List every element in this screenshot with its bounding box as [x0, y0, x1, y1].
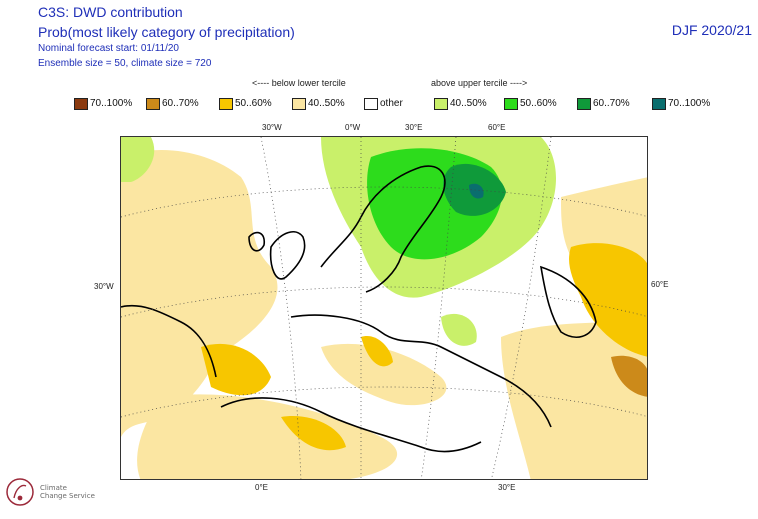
- legend-swatch: [219, 98, 233, 110]
- dry-sahara-mid: [281, 416, 346, 451]
- legend-swatch: [504, 98, 518, 110]
- legend-label: other: [380, 98, 403, 109]
- dry-caspian: [569, 243, 647, 357]
- lat-label-right: 60°E: [651, 280, 669, 289]
- graticule: [121, 137, 647, 479]
- dry-italy: [361, 336, 393, 367]
- precipitation-map: [120, 136, 648, 480]
- dry-africa-west: [201, 343, 271, 396]
- c3s-logo-graphic: Climate Change Service: [6, 478, 95, 506]
- legend-swatch: [577, 98, 591, 110]
- dry-iran: [611, 355, 647, 397]
- dry-middle-east: [501, 317, 647, 479]
- dry-regions: [121, 149, 647, 479]
- legend-label: 60..70%: [593, 98, 630, 109]
- legend-label: 70..100%: [90, 98, 133, 109]
- logo-text-1: Climate: [40, 484, 67, 492]
- legend-label: 40..50%: [308, 98, 345, 109]
- dry-mediterranean: [321, 343, 447, 406]
- wet-balkans: [441, 313, 477, 346]
- wet-russia-max: [469, 183, 484, 199]
- forecast-start-text: Nominal forecast start: 01/11/20: [38, 43, 179, 54]
- chart-subtitle: Prob(most likely category of precipitati…: [38, 24, 295, 40]
- logo-text-2: Change Service: [40, 492, 95, 500]
- legend-label: 60..70%: [162, 98, 199, 109]
- map-canvas: [121, 137, 647, 479]
- legend-label: 40..50%: [450, 98, 487, 109]
- lat-label-left: 30°W: [94, 282, 114, 291]
- legend-label: 50..60%: [520, 98, 557, 109]
- chart-title: C3S: DWD contribution: [38, 4, 183, 20]
- coastlines: [121, 165, 597, 453]
- legend-swatch: [292, 98, 306, 110]
- dry-north-africa: [137, 394, 397, 479]
- wet-iberia-north: [121, 137, 155, 182]
- legend-swatch: [74, 98, 88, 110]
- legend-label: 50..60%: [235, 98, 272, 109]
- c3s-logo: Climate Change Service: [4, 474, 108, 514]
- lon-label-bottom-1: 30°E: [498, 483, 516, 492]
- season-label: DJF 2020/21: [671, 22, 752, 38]
- lon-label-top-3: 60°E: [488, 123, 506, 132]
- legend-swatch: [146, 98, 160, 110]
- wet-regions: [121, 137, 556, 346]
- lon-label-top-1: 0°W: [345, 123, 361, 132]
- legend-swatch: [364, 98, 378, 110]
- lon-label-top-0: 30°W: [262, 123, 282, 132]
- lon-label-bottom-0: 0°E: [255, 483, 268, 492]
- lon-label-top-2: 30°E: [405, 123, 423, 132]
- legend-label: 70..100%: [668, 98, 711, 109]
- above-tercile-label: above upper tercile ---->: [431, 78, 528, 88]
- legend-swatch: [652, 98, 666, 110]
- below-tercile-label: <---- below lower tercile: [252, 78, 346, 88]
- ensemble-size-text: Ensemble size = 50, climate size = 720: [38, 58, 212, 69]
- legend-swatch: [434, 98, 448, 110]
